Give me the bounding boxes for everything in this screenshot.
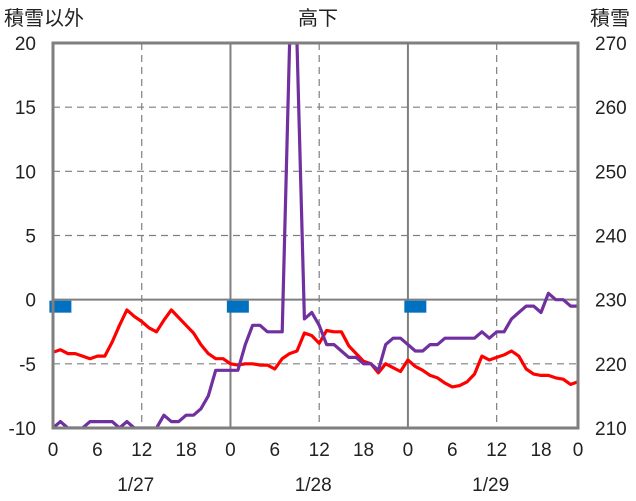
- purple-series-line: [53, 43, 578, 428]
- precip-marker: [226, 300, 249, 313]
- x-hour-tick-label: 0: [573, 440, 584, 461]
- x-hour-tick-label: 12: [131, 440, 152, 461]
- series-lines: [53, 43, 578, 428]
- right-y-tick-label: 210: [595, 419, 627, 440]
- plot-frame: [51, 41, 580, 430]
- x-hour-tick-label: 18: [176, 440, 197, 461]
- left-y-tick-label: 20: [15, 34, 36, 55]
- right-y-tick-label: 220: [595, 355, 627, 376]
- precip-marker: [404, 300, 427, 313]
- axis-labels: 積雪以外 高下 積雪: [4, 7, 630, 30]
- left-y-tick-label: 10: [15, 162, 36, 183]
- left-axis-label: 積雪以外: [4, 7, 84, 30]
- x-hour-tick-label: 18: [353, 440, 374, 461]
- right-y-tick-label: 240: [595, 227, 627, 248]
- x-hour-tick-label: 18: [530, 440, 551, 461]
- x-date-label: 1/28: [295, 475, 332, 496]
- precip-marker: [49, 300, 72, 313]
- right-y-tick-label: 270: [595, 34, 627, 55]
- x-hour-tick-label: 6: [92, 440, 103, 461]
- left-y-tick-label: 0: [25, 291, 36, 312]
- chart-title: 高下: [298, 7, 338, 30]
- left-y-tick-label: 15: [15, 98, 36, 119]
- left-y-tick-label: -10: [9, 419, 36, 440]
- x-date-label: 1/27: [117, 475, 154, 496]
- x-date-label: 1/29: [472, 475, 509, 496]
- right-y-tick-label: 250: [595, 162, 627, 183]
- x-hour-tick-label: 12: [309, 440, 330, 461]
- x-hour-tick-label: 12: [486, 440, 507, 461]
- x-hour-tick-label: 0: [225, 440, 236, 461]
- right-y-tick-label: 230: [595, 291, 627, 312]
- tick-labels: -10 -5 0 5 10 15 20 210 220 230 240 250 260 270 0 6 12 18…: [9, 34, 627, 496]
- right-axis-label: 積雪: [590, 7, 630, 30]
- temperature-line: [53, 308, 578, 389]
- x-hour-tick-label: 0: [403, 440, 414, 461]
- left-y-tick-label: -5: [19, 355, 36, 376]
- left-y-tick-label: 5: [25, 227, 36, 248]
- right-y-tick-label: 260: [595, 98, 627, 119]
- grid-lines: [53, 43, 578, 428]
- precip-markers: [49, 300, 427, 313]
- x-hour-tick-label: 6: [447, 440, 458, 461]
- x-hour-tick-label: 6: [270, 440, 281, 461]
- x-hour-tick-label: 0: [48, 440, 59, 461]
